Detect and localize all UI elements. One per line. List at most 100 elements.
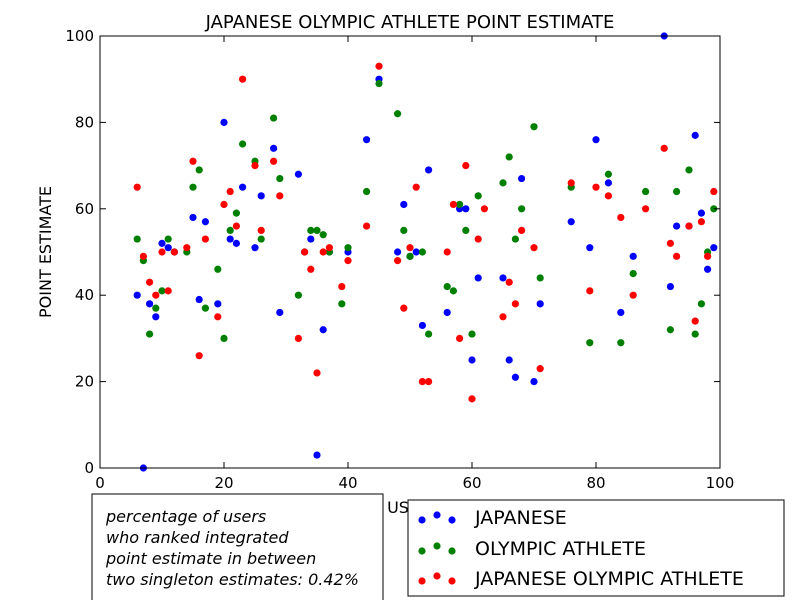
japanese-olympic-athlete-point [592,183,600,191]
japanese-olympic-athlete-point [152,291,160,299]
japanese-olympic-athlete-point [691,317,699,325]
olympic-athlete-point [220,334,228,342]
olympic-athlete-point [214,265,222,273]
japanese-point [418,321,426,330]
japanese-olympic-athlete-point [567,179,575,187]
japanese-olympic-athlete-point [158,248,166,256]
japanese-olympic-athlete-point [232,222,240,230]
japanese-olympic-athlete-point [710,187,718,196]
olympic-athlete-point [499,179,507,187]
japanese-point [189,213,197,222]
japanese-point [319,326,327,334]
olympic-athlete-point [629,270,637,278]
japanese-point [710,244,718,252]
japanese-olympic-athlete-point [604,192,613,200]
japanese-olympic-athlete-point [704,252,712,260]
japanese-point [239,183,247,191]
olympic-athlete-point [443,282,451,291]
japanese-olympic-athlete-point [301,248,309,256]
japanese-olympic-athlete-point [418,378,426,386]
olympic-athlete-point [691,330,699,338]
japanese-point [425,166,433,174]
japanese-point [164,244,172,252]
olympic-athlete-point [164,235,172,243]
olympic-athlete-point [666,326,675,334]
olympic-athlete-point [449,287,457,295]
legend-label-japanese-olympic-athlete: JAPANESE OLYMPIC ATHLETE [474,568,744,590]
olympic-athlete-point [394,110,402,118]
japanese-olympic-athlete-point [226,187,234,196]
points-layer [133,32,718,472]
annotation-box: percentage of users who ranked integrate… [91,493,384,600]
olympic-athlete-point [474,192,482,200]
japanese-olympic-athlete-point [685,222,693,230]
japanese-olympic-athlete-point [629,291,637,299]
legend-marker-japanese [418,511,456,524]
olympic-athlete-point [425,330,433,338]
japanese-olympic-athlete-point [425,378,433,386]
japanese-point [133,291,141,299]
y-tick-label: 40 [75,286,94,304]
annotation-line-4: two singleton estimates: 0.42% [106,570,359,589]
japanese-point [251,244,259,252]
olympic-athlete-point [617,339,625,347]
japanese-point [530,378,538,386]
olympic-athlete-point [685,166,693,174]
olympic-athlete-point [270,114,278,122]
japanese-point [666,282,675,291]
olympic-athlete-point [239,140,247,148]
japanese-olympic-athlete-point [214,313,222,321]
legend-label-olympic-athlete: OLYMPIC ATHLETE [475,538,646,560]
legend-dot [418,577,426,585]
japanese-olympic-athlete-point [251,162,259,170]
japanese-olympic-athlete-point [511,300,519,308]
japanese-olympic-athlete-point [530,244,538,252]
japanese-point [629,252,637,260]
japanese-point [257,192,265,200]
olympic-athlete-point [276,174,284,183]
legend: JAPANESE OLYMPIC ATHLETE JAPANESE OLYMPI… [407,499,785,597]
japanese-olympic-athlete-point [270,157,278,165]
olympic-athlete-point [462,226,470,234]
legend-entry-olympic-athlete: OLYMPIC ATHLETE [418,538,646,560]
japanese-olympic-athlete-point [220,200,228,209]
japanese-point [462,205,470,213]
japanese-point [443,308,451,317]
plot-frame [99,35,721,469]
olympic-athlete-point [319,231,327,239]
legend-dot [418,547,426,555]
japanese-point [201,218,209,226]
annotation-line-1: percentage of users [105,507,266,526]
japanese-olympic-athlete-point [499,313,507,321]
olympic-athlete-point [338,300,346,308]
japanese-point [400,200,408,209]
olympic-athlete-point [133,235,141,243]
japanese-olympic-athlete-point [642,205,650,213]
japanese-point [276,308,284,317]
olympic-athlete-point [363,187,371,196]
olympic-athlete-point [418,248,426,256]
olympic-athlete-point [201,304,209,312]
japanese-olympic-athlete-point [146,278,154,286]
japanese-olympic-athlete-point [474,235,482,243]
japanese-olympic-athlete-point [443,248,451,256]
japanese-point [704,265,712,273]
y-tick-label: 80 [75,113,94,131]
japanese-olympic-athlete-point [673,252,681,260]
olympic-athlete-point [456,200,464,209]
x-tick-label: 0 [95,474,105,492]
japanese-point [394,248,402,256]
y-tick-label: 100 [65,27,94,45]
legend-dot [448,577,456,585]
olympic-athlete-point [375,79,383,88]
japanese-olympic-athlete-point [468,395,476,403]
olympic-athlete-point [158,287,166,295]
olympic-athlete-point [344,244,352,252]
japanese-olympic-athlete-point [400,304,408,312]
legend-frame [407,499,785,597]
japanese-point [214,300,222,308]
japanese-olympic-athlete-point [375,62,383,70]
legend-dot [433,572,441,580]
japanese-olympic-athlete-point [406,244,414,252]
